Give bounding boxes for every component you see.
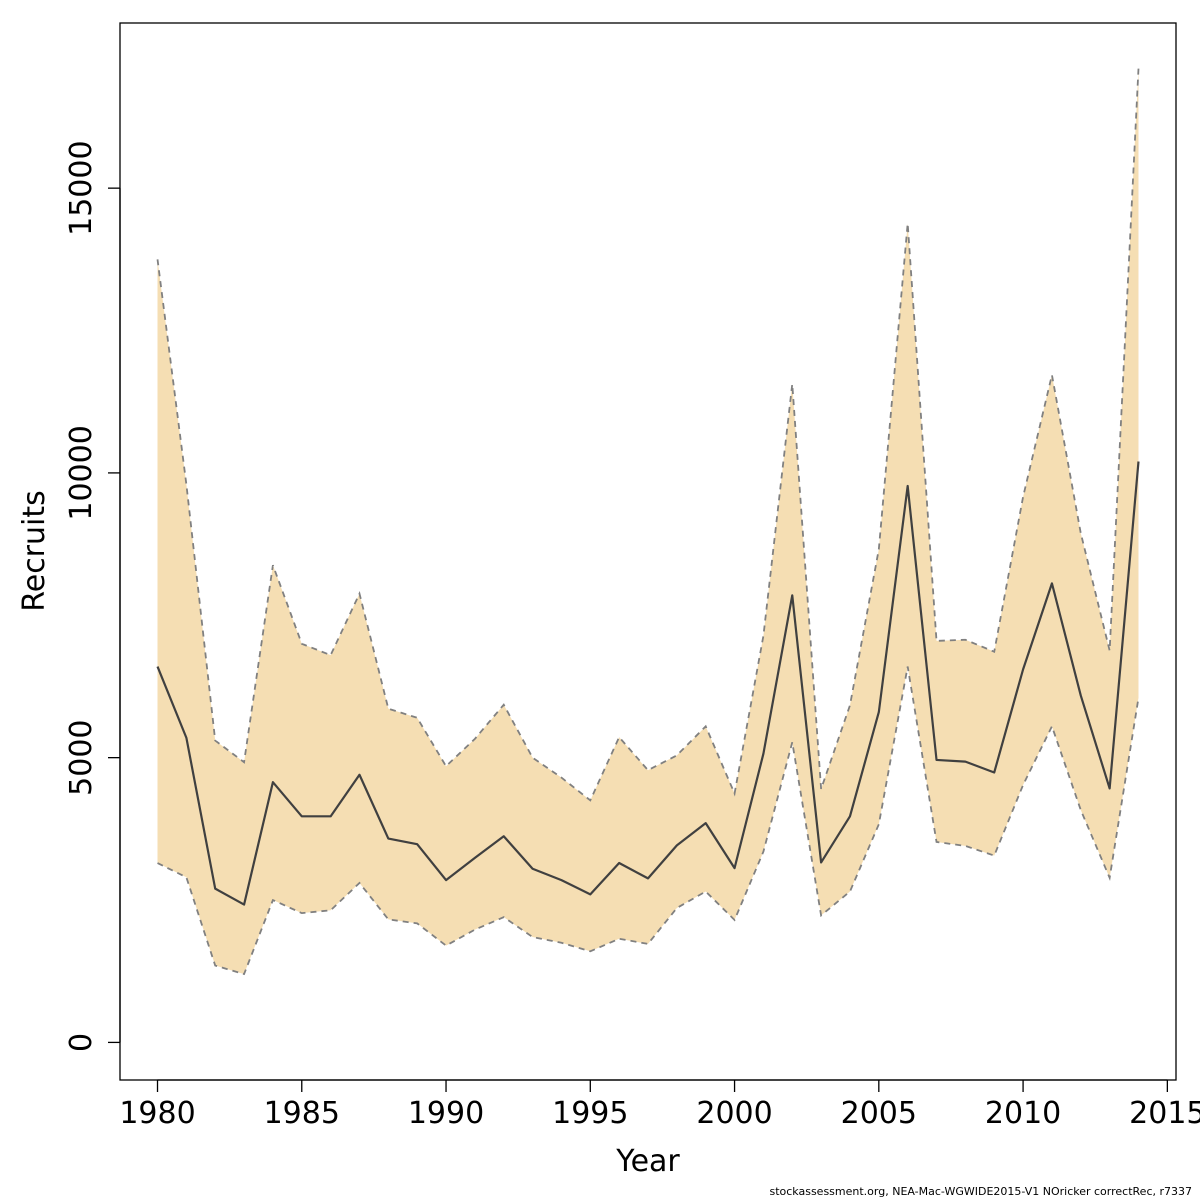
x-tick-label: 1985 <box>264 1096 340 1131</box>
x-tick-label: 1990 <box>408 1096 484 1131</box>
y-axis-title: Recruits <box>17 490 52 612</box>
x-tick-label: 1995 <box>552 1096 628 1131</box>
x-tick-label: 2005 <box>841 1096 917 1131</box>
y-tick-label: 15000 <box>64 140 99 235</box>
y-tick-label: 0 <box>64 1033 99 1052</box>
estimate-line <box>156 461 1140 906</box>
x-tick-label: 2015 <box>1129 1096 1200 1131</box>
x-tick-label: 2010 <box>985 1096 1061 1131</box>
plot-area <box>156 68 1140 976</box>
x-tick-label: 1980 <box>119 1096 195 1131</box>
y-tick-label: 10000 <box>64 425 99 520</box>
upper-bound-line <box>156 68 1140 802</box>
y-axis: 0 5000 10000 15000 <box>64 140 121 1052</box>
footer-source-text: stockassessment.org, NEA-Mac-WGWIDE2015-… <box>769 1185 1192 1198</box>
x-axis-title: Year <box>615 1144 680 1179</box>
x-tick-label: 2000 <box>696 1096 772 1131</box>
y-tick-label: 5000 <box>64 719 99 795</box>
confidence-band <box>157 68 1139 975</box>
x-axis: 1980 1985 1990 1995 2000 2005 2010 2015 <box>119 1079 1200 1131</box>
